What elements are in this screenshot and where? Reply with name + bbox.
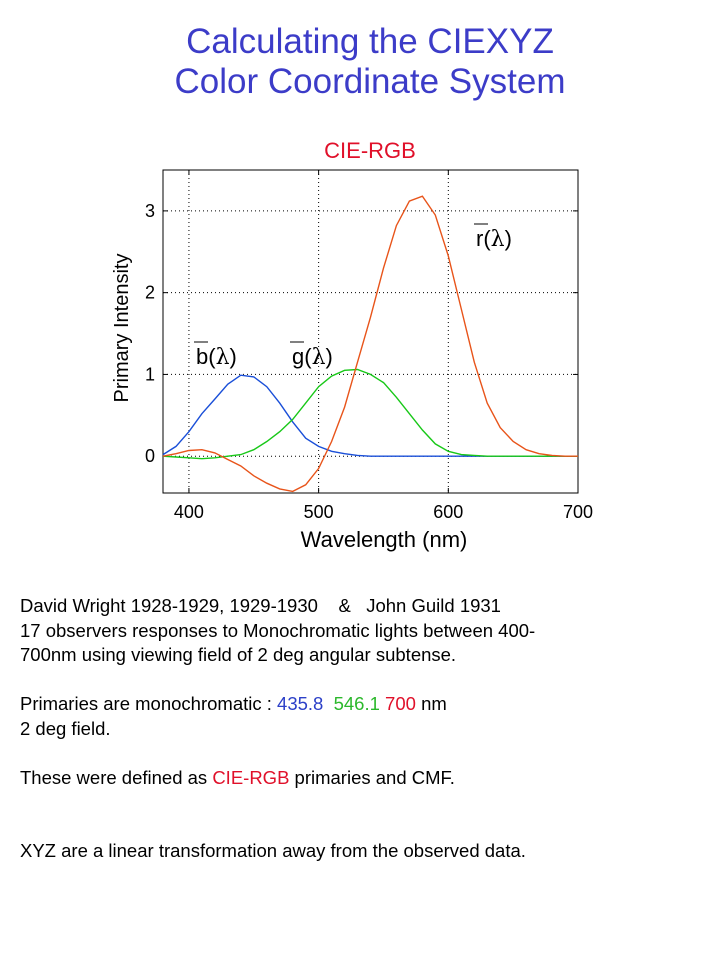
slide-title-line-2: Color Coordinate System <box>174 62 566 101</box>
axis-ticks: 400 500 600 700 0 1 2 3 <box>145 170 593 522</box>
primary-green-value: 546.1 <box>333 693 380 714</box>
series-lines <box>162 195 578 493</box>
defined-highlight: CIE-RGB <box>212 766 290 788</box>
series-label-1: g(λ) <box>292 344 333 370</box>
primary-blue-value: 435.8 <box>277 693 324 714</box>
defined-suffix: primaries and CMF. <box>289 766 455 788</box>
grid-lines <box>163 170 579 493</box>
x-tick-label: 400 <box>174 502 204 522</box>
series-line-2 <box>162 195 578 493</box>
x-tick-label: 600 <box>433 502 463 522</box>
y-tick-label: 1 <box>145 364 155 384</box>
series-label-2: r(λ) <box>476 226 512 252</box>
series-labels: b(λ) g(λ) r(λ) <box>194 223 512 370</box>
y-tick-label: 3 <box>145 201 155 221</box>
primaries-line: Primaries are monochromatic : 435.8 546.… <box>20 692 710 717</box>
series-line-0 <box>162 374 578 457</box>
y-tick-label: 2 <box>145 283 155 303</box>
y-tick-label: 0 <box>145 446 155 466</box>
primaries-prefix: Primaries are monochromatic : <box>20 693 278 714</box>
series-line-1 <box>162 368 578 460</box>
series-label-0: b(λ) <box>196 344 237 370</box>
x-tick-label: 700 <box>563 502 593 522</box>
slide-title: Calculating the CIEXYZ Color Coordinate … <box>0 22 720 102</box>
primary-red-value: 700 <box>385 693 416 714</box>
chart-title: CIE-RGB <box>324 138 416 163</box>
x-tick-label: 500 <box>304 502 334 522</box>
defined-line: These were defined as CIE-RGB primaries … <box>20 766 710 791</box>
cie-rgb-chart: CIE-RGB 400 500 600 700 0 1 2 3 Wavelength (nm)… <box>111 138 593 552</box>
text-line-2: 17 observers responses to Monochromatic … <box>20 619 536 641</box>
defined-prefix: These were defined as <box>20 766 213 788</box>
slide-title-line-1: Calculating the CIEXYZ <box>186 22 554 61</box>
field-line: 2 deg field. <box>20 717 111 739</box>
xyz-note: XYZ are a linear transformation away fro… <box>20 840 526 861</box>
body-text: David Wright 1928-1929, 1929-1930 & John… <box>20 594 710 864</box>
text-line-3: 700nm using viewing field of 2 deg angul… <box>20 644 457 665</box>
x-axis-label: Wavelength (nm) <box>301 527 468 552</box>
y-axis-label: Primary Intensity <box>111 254 133 403</box>
primaries-unit: nm <box>421 693 447 714</box>
text-line-1: David Wright 1928-1929, 1929-1930 & John… <box>20 595 501 616</box>
plot-frame <box>162 169 579 494</box>
